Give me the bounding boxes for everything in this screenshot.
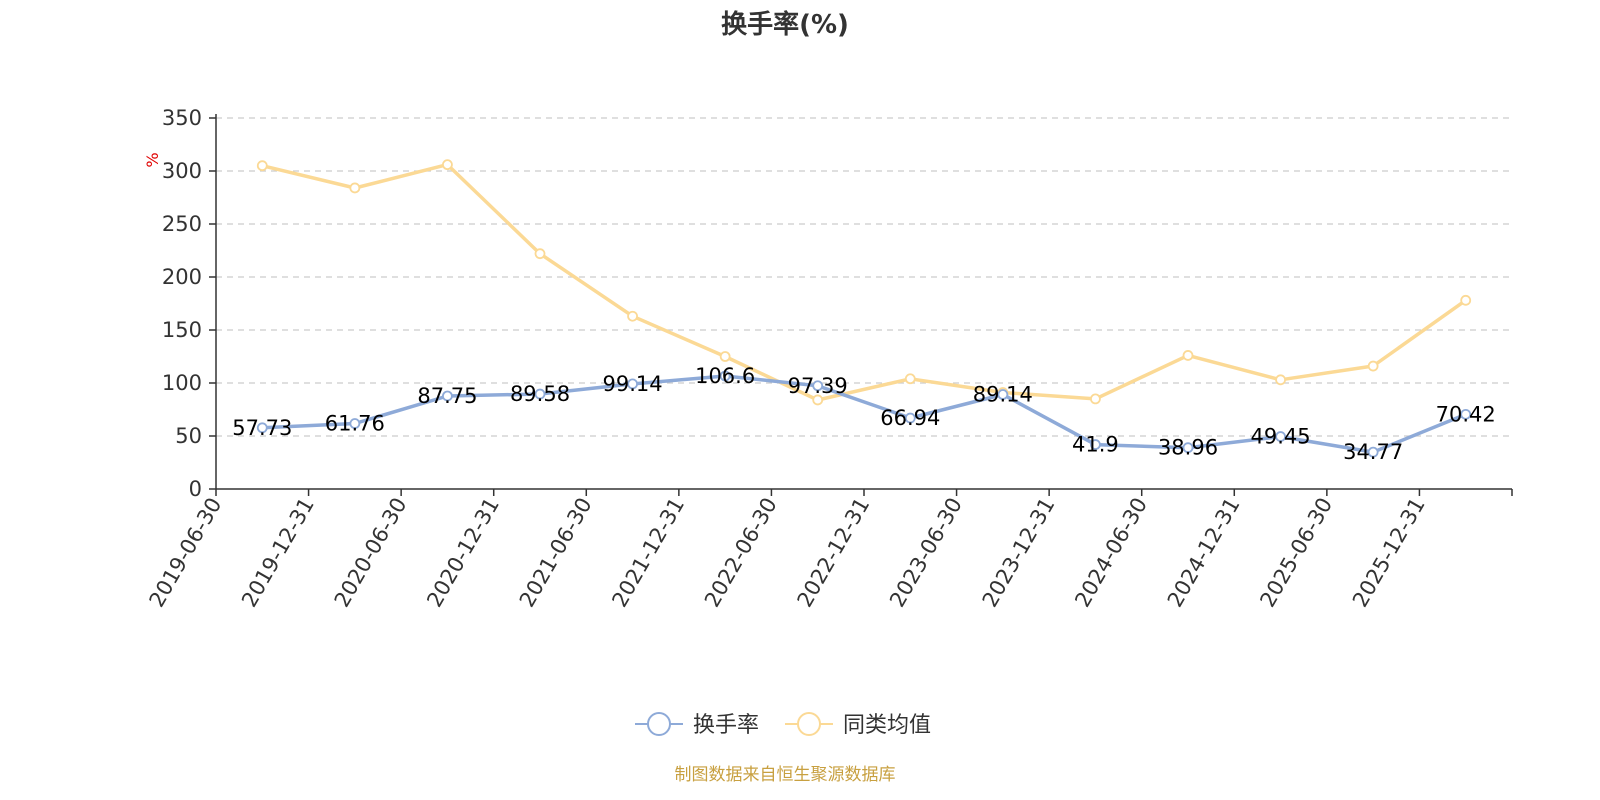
point-换手率-2020-12-31: [534, 388, 546, 400]
y-tick-label-0: 0: [189, 477, 202, 501]
point-换手率-2025-12-31: [1460, 408, 1472, 420]
data-label-2019-06-30: 57.73: [232, 416, 292, 440]
legend-label-换手率: 换手率: [693, 713, 759, 738]
point-换手率-2020-06-30: [442, 390, 453, 402]
point-换手率-2021-06-30: [627, 378, 638, 390]
y-tick-label-300: 300: [162, 159, 202, 183]
point-同类均值-2020-06-30: [442, 159, 453, 171]
series-line-同类均值: [260, 162, 1468, 402]
series-line-换手率: [260, 374, 1468, 454]
data-labels: 57.73 61.76 87.75 89.58 99.14 106.6 97.39 66.94…: [232, 364, 1496, 464]
legend-marker-同类均值: [797, 712, 821, 736]
point-同类均值-2022-12-31: [904, 373, 916, 385]
point-换手率-2022-06-30: [812, 380, 824, 392]
point-换手率-2024-12-31: [1275, 431, 1286, 442]
y-tick-label-50: 50: [175, 424, 202, 448]
x-tick-label-2021-06-30: 2021-06-30: [515, 494, 597, 612]
point-同类均值-2022-06-30: [812, 394, 824, 406]
y-tick-label-250: 250: [162, 212, 202, 236]
data-label-2025-06-30: 34.77: [1343, 440, 1403, 464]
grid-lines: [216, 117, 1512, 437]
point-同类均值-2024-06-30: [1182, 350, 1194, 361]
x-tick-label-2020-06-30: 2020-06-30: [330, 494, 412, 612]
data-label-2024-06-30: 38.96: [1158, 436, 1218, 460]
point-换手率-2025-06-30: [1367, 446, 1379, 458]
point-同类均值-2024-12-31: [1275, 374, 1286, 386]
data-label-2021-12-31: 106.6: [695, 364, 755, 388]
legend: 换手率 同类均值: [635, 712, 931, 738]
point-同类均值-2025-12-31: [1460, 294, 1472, 306]
x-tick-label-2022-06-30: 2022-06-30: [700, 494, 782, 612]
x-tick-label-2022-12-31: 2022-12-31: [793, 494, 875, 612]
data-label-2023-12-31: 41.9: [1072, 433, 1119, 457]
y-tick-label-100: 100: [162, 371, 202, 395]
point-换手率-2024-06-30: [1182, 442, 1194, 454]
y-tick-label-350: 350: [162, 106, 202, 130]
x-tick-label-2023-06-30: 2023-06-30: [885, 494, 967, 612]
point-同类均值-2019-12-31: [349, 182, 361, 194]
point-同类均值-2023-12-31: [1090, 393, 1101, 405]
data-label-2025-12-31: 70.42: [1436, 402, 1496, 426]
point-同类均值-2020-12-31: [534, 248, 546, 260]
point-换手率-2023-12-31: [1090, 439, 1101, 450]
data-source-note: 制图数据来自恒生聚源数据库: [675, 765, 896, 785]
point-同类均值-2025-06-30: [1367, 360, 1379, 372]
y-tick-label-150: 150: [162, 318, 202, 342]
x-tick-label-2024-06-30: 2024-06-30: [1070, 494, 1152, 612]
data-label-2019-12-31: 61.76: [325, 412, 385, 436]
point-换手率-2022-12-31: [904, 412, 916, 424]
data-label-2020-12-31: 89.58: [510, 382, 570, 406]
point-换手率-2019-12-31: [349, 418, 361, 429]
data-label-2022-12-31: 66.94: [880, 406, 940, 430]
x-tick-label-2020-12-31: 2020-12-31: [422, 494, 504, 612]
y-axis-unit-label: %: [143, 152, 162, 167]
x-tick-label-2025-06-30: 2025-06-30: [1255, 494, 1337, 612]
x-tick-label-2019-12-31: 2019-12-31: [237, 494, 319, 612]
point-同类均值-2021-12-31: [719, 351, 731, 362]
point-换手率-2023-06-30: [997, 389, 1009, 400]
y-tick-label-200: 200: [162, 265, 202, 289]
x-tick-label-2021-12-31: 2021-12-31: [607, 494, 689, 612]
series-lines: [256, 159, 1472, 458]
x-tick-label-2024-12-31: 2024-12-31: [1163, 494, 1245, 612]
chart-title: 换手率(%): [721, 9, 849, 40]
data-label-2021-06-30: 99.14: [603, 372, 663, 396]
point-同类均值-2021-06-30: [627, 310, 638, 322]
x-tick-label-2023-12-31: 2023-12-31: [978, 494, 1060, 612]
axes: 0 50 100 150 200 250 300 350 2019-06-30 2019-12-3…: [145, 106, 1513, 612]
x-tick-label-2019-06-30: 2019-06-30: [145, 494, 227, 612]
legend-label-同类均值: 同类均值: [843, 713, 931, 738]
point-同类均值-2019-06-30: [256, 160, 268, 172]
x-tick-label-2025-12-31: 2025-12-31: [1348, 494, 1430, 612]
data-label-2020-06-30: 87.75: [417, 384, 477, 408]
point-换手率-2021-12-31: [719, 370, 731, 382]
point-换手率-2019-06-30: [256, 422, 268, 434]
data-label-2022-06-30: 97.39: [788, 374, 848, 398]
legend-marker-换手率: [647, 712, 671, 736]
data-label-2023-06-30: 89.14: [973, 383, 1033, 407]
data-label-2024-12-31: 49.45: [1251, 425, 1311, 449]
